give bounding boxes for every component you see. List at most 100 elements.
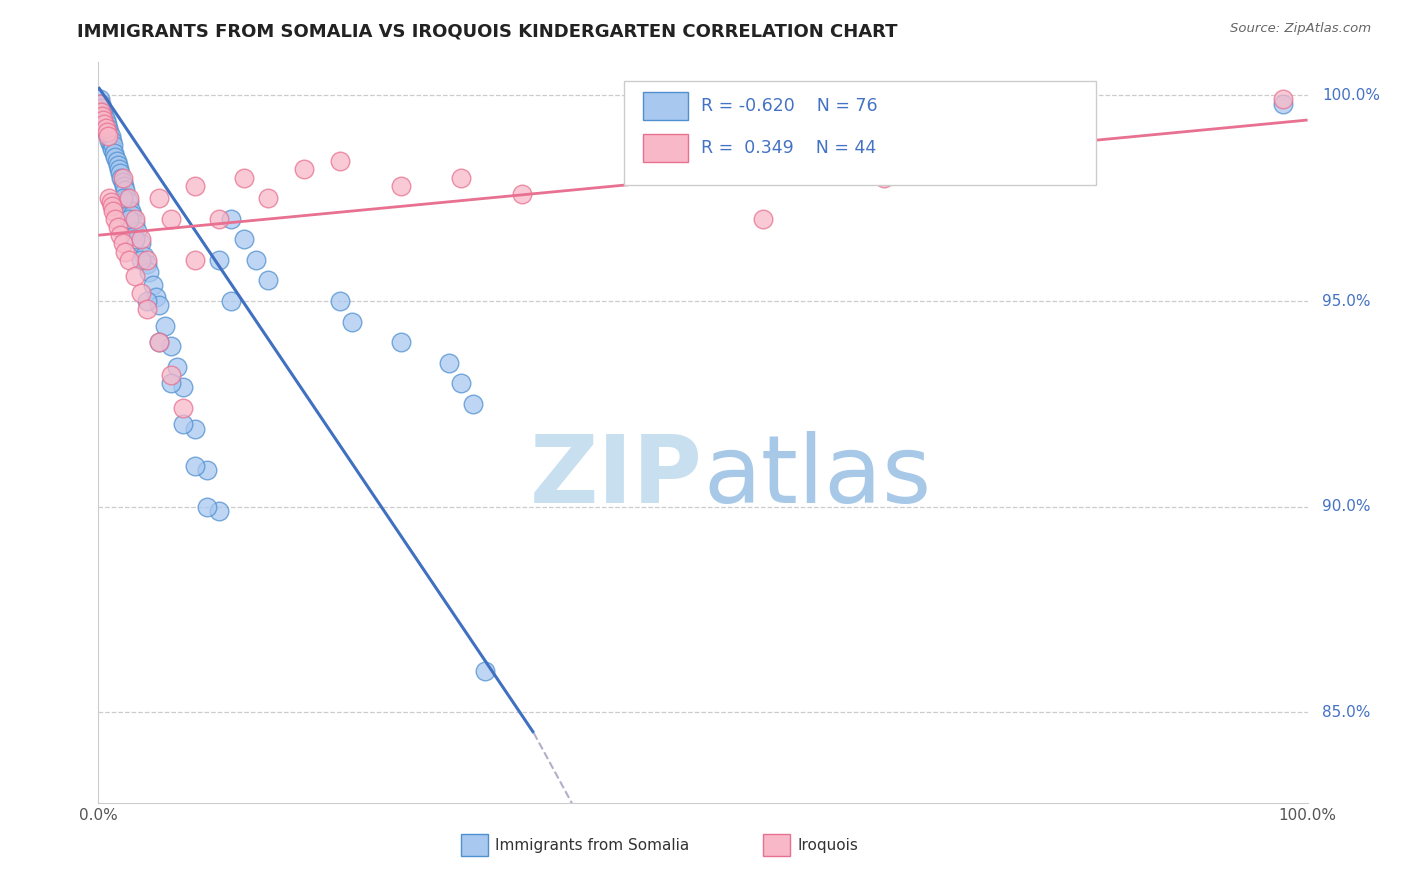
Point xyxy=(873,170,896,185)
Point xyxy=(94,121,117,136)
Point xyxy=(100,199,122,213)
Point xyxy=(184,252,207,267)
Point xyxy=(135,302,157,317)
Point xyxy=(108,166,131,180)
Point xyxy=(94,113,117,128)
Point xyxy=(124,232,146,246)
Point xyxy=(91,113,114,128)
FancyBboxPatch shape xyxy=(624,81,1097,185)
Point xyxy=(184,421,207,435)
Point xyxy=(195,462,218,476)
Point xyxy=(160,376,183,391)
Point xyxy=(148,191,170,205)
Point xyxy=(118,195,141,210)
Point xyxy=(96,125,118,139)
Point xyxy=(221,211,243,226)
Point xyxy=(124,269,146,284)
Point xyxy=(111,175,134,189)
Text: 85.0%: 85.0% xyxy=(1322,705,1371,720)
Point xyxy=(98,125,121,139)
Point xyxy=(232,232,254,246)
Point xyxy=(120,203,142,218)
Point xyxy=(105,154,128,169)
Point xyxy=(208,504,231,518)
Point xyxy=(118,191,141,205)
Point xyxy=(89,92,111,106)
Point xyxy=(107,219,129,234)
Point xyxy=(134,249,156,263)
Point xyxy=(135,257,157,271)
Point xyxy=(148,298,170,312)
Point xyxy=(129,232,152,246)
Point xyxy=(98,134,121,148)
Point xyxy=(1272,96,1295,111)
Point xyxy=(91,109,114,123)
Point xyxy=(195,500,218,514)
Point xyxy=(256,191,278,205)
Point xyxy=(142,277,165,292)
Point xyxy=(160,339,183,353)
Point xyxy=(208,252,231,267)
Point xyxy=(91,101,114,115)
Point xyxy=(292,162,315,177)
Point xyxy=(100,134,122,148)
Point xyxy=(450,170,472,185)
Point xyxy=(97,129,120,144)
Bar xyxy=(461,834,488,856)
Point xyxy=(172,401,194,415)
Point xyxy=(100,142,122,156)
Point xyxy=(138,265,160,279)
Bar xyxy=(643,92,689,120)
Point xyxy=(108,228,131,243)
Point xyxy=(329,154,352,169)
Text: 90.0%: 90.0% xyxy=(1322,500,1371,514)
Point xyxy=(98,191,121,205)
Point xyxy=(148,335,170,350)
Text: ZIP: ZIP xyxy=(530,431,703,523)
Point xyxy=(510,187,533,202)
Point xyxy=(104,211,127,226)
Text: 95.0%: 95.0% xyxy=(1322,293,1371,309)
Point xyxy=(184,178,207,193)
Point xyxy=(107,158,129,172)
Point xyxy=(221,293,243,308)
Point xyxy=(389,178,412,193)
Bar xyxy=(763,834,790,856)
Point xyxy=(172,417,194,432)
Point xyxy=(463,397,485,411)
Point xyxy=(153,318,176,333)
Point xyxy=(91,104,114,119)
Point xyxy=(1272,92,1295,106)
Text: R = -0.620    N = 76: R = -0.620 N = 76 xyxy=(700,97,877,115)
Text: 100.0%: 100.0% xyxy=(1322,87,1381,103)
Point xyxy=(145,290,167,304)
Point xyxy=(93,117,115,131)
Text: atlas: atlas xyxy=(703,431,931,523)
Point xyxy=(103,145,125,160)
Text: Iroquois: Iroquois xyxy=(797,838,858,853)
Point xyxy=(160,368,183,382)
Point xyxy=(129,252,152,267)
Point xyxy=(135,293,157,308)
Point xyxy=(245,252,267,267)
Point xyxy=(118,252,141,267)
Point xyxy=(256,273,278,287)
Point xyxy=(166,359,188,374)
Point xyxy=(89,96,111,111)
Point xyxy=(100,137,122,152)
Point xyxy=(124,216,146,230)
Point xyxy=(93,117,115,131)
Point xyxy=(135,252,157,267)
Point xyxy=(91,109,114,123)
Point xyxy=(450,376,472,391)
Point xyxy=(208,211,231,226)
Bar xyxy=(643,135,689,162)
Point xyxy=(114,244,136,259)
Text: Source: ZipAtlas.com: Source: ZipAtlas.com xyxy=(1230,22,1371,36)
Point xyxy=(112,178,135,193)
Point xyxy=(90,104,112,119)
Point xyxy=(100,129,122,144)
Point xyxy=(184,458,207,473)
Point xyxy=(172,380,194,394)
Point xyxy=(474,664,496,678)
